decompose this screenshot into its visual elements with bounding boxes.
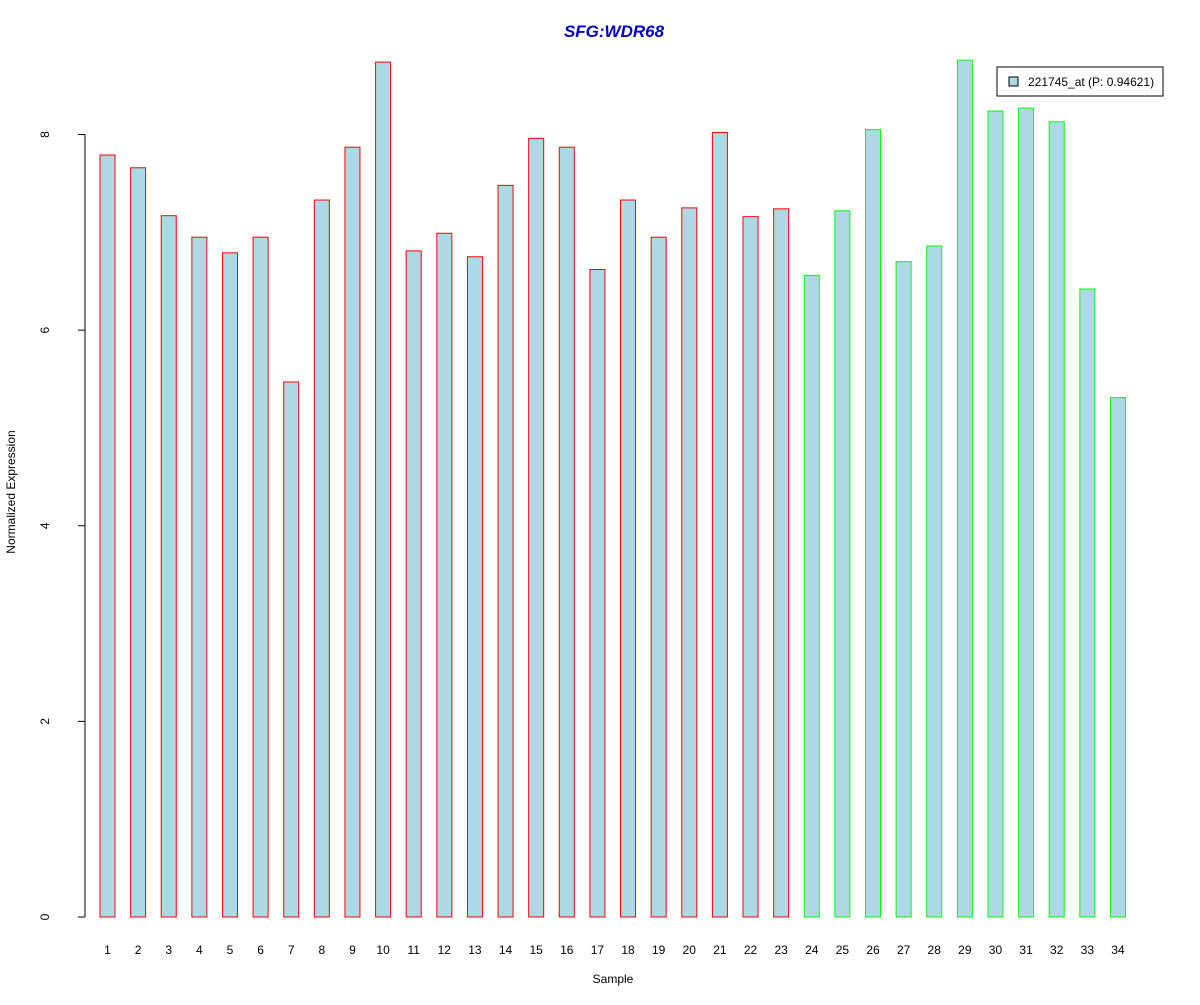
x-tick-label: 24 [805, 943, 819, 957]
x-tick-label: 17 [591, 943, 605, 957]
x-tick-label: 1 [104, 943, 111, 957]
x-tick-label: 19 [652, 943, 666, 957]
x-tick-label: 31 [1019, 943, 1033, 957]
bar-sample-28 [926, 245, 943, 918]
x-tick-label: 20 [683, 943, 697, 957]
y-tick-label: 8 [38, 131, 52, 138]
x-tick-label: 29 [958, 943, 972, 957]
x-tick-label: 13 [468, 943, 482, 957]
x-tick-label: 32 [1050, 943, 1064, 957]
legend: 221745_at (P: 0.94621) [996, 66, 1164, 97]
x-tick-label: 15 [530, 943, 544, 957]
bar-sample-13 [466, 256, 483, 918]
bar-sample-17 [589, 268, 606, 918]
x-tick-label: 34 [1111, 943, 1125, 957]
x-tick-label: 18 [621, 943, 635, 957]
bar-sample-1 [99, 154, 116, 918]
bar-sample-25 [834, 210, 851, 918]
bar-sample-3 [160, 215, 177, 918]
legend-label: 221745_at (P: 0.94621) [1028, 75, 1154, 89]
bar-sample-27 [895, 261, 912, 918]
x-tick-label: 22 [744, 943, 758, 957]
x-tick-label: 14 [499, 943, 513, 957]
bar-sample-8 [313, 199, 330, 918]
x-tick-label: 7 [288, 943, 295, 957]
x-tick-label: 28 [928, 943, 942, 957]
x-tick-label: 6 [257, 943, 264, 957]
x-tick-label: 27 [897, 943, 911, 957]
bar-sample-12 [436, 232, 453, 918]
x-tick-label: 26 [866, 943, 880, 957]
bar-sample-14 [497, 184, 514, 918]
bar-sample-32 [1048, 121, 1065, 918]
bar-sample-30 [987, 110, 1004, 918]
y-tick-label: 0 [38, 913, 52, 920]
bar-sample-18 [620, 199, 637, 918]
bar-sample-2 [130, 167, 147, 918]
x-tick-labels: 1 2 3 4 5 6 7 8 9 10 11 12 13 14 15 16 17 18 19 20 21 22 23 24 2… [104, 943, 1125, 957]
bar-sample-19 [650, 236, 667, 918]
bar-sample-11 [405, 250, 422, 918]
bar-sample-34 [1109, 397, 1126, 918]
y-tick-label: 4 [38, 522, 52, 529]
x-tick-label: 4 [196, 943, 203, 957]
bar-sample-15 [528, 137, 545, 918]
bar-sample-16 [558, 146, 575, 918]
legend-box [996, 66, 1164, 97]
bar-sample-20 [681, 207, 698, 918]
x-tick-label: 21 [713, 943, 727, 957]
bar-sample-9 [344, 146, 361, 918]
y-axis-title: Normalized Expression [4, 430, 18, 553]
x-axis-title: Sample [593, 972, 634, 986]
x-tick-label: 30 [989, 943, 1003, 957]
x-tick-label: 5 [227, 943, 234, 957]
x-tick-label: 10 [376, 943, 390, 957]
y-tick-label: 6 [38, 326, 52, 333]
bar-sample-10 [375, 61, 392, 918]
bar-sample-4 [191, 236, 208, 918]
x-tick-label: 11 [407, 943, 420, 957]
x-tick-label: 33 [1081, 943, 1095, 957]
bar-sample-6 [252, 236, 269, 918]
y-tick-label: 2 [38, 718, 52, 725]
x-tick-label: 12 [438, 943, 452, 957]
bar-sample-29 [956, 59, 973, 918]
bars [99, 59, 1126, 918]
bar-sample-7 [283, 381, 300, 918]
legend-swatch [1008, 76, 1019, 87]
bar-sample-21 [711, 132, 728, 918]
x-tick-label: 23 [774, 943, 788, 957]
bar-sample-22 [742, 216, 759, 918]
x-tick-label: 25 [836, 943, 850, 957]
x-tick-label: 2 [135, 943, 142, 957]
chart-title: SFG:WDR68 [564, 22, 665, 41]
x-tick-label: 8 [318, 943, 325, 957]
x-tick-label: 16 [560, 943, 574, 957]
bar-sample-31 [1018, 107, 1035, 918]
x-tick-label: 9 [349, 943, 356, 957]
bar-sample-26 [865, 129, 881, 918]
y-axis: 0 2 4 6 8 [38, 131, 86, 920]
bar-sample-24 [803, 274, 820, 918]
x-tick-label: 3 [165, 943, 172, 957]
bar-sample-33 [1079, 288, 1096, 918]
bar-sample-23 [773, 208, 790, 918]
bar-sample-5 [221, 252, 238, 918]
